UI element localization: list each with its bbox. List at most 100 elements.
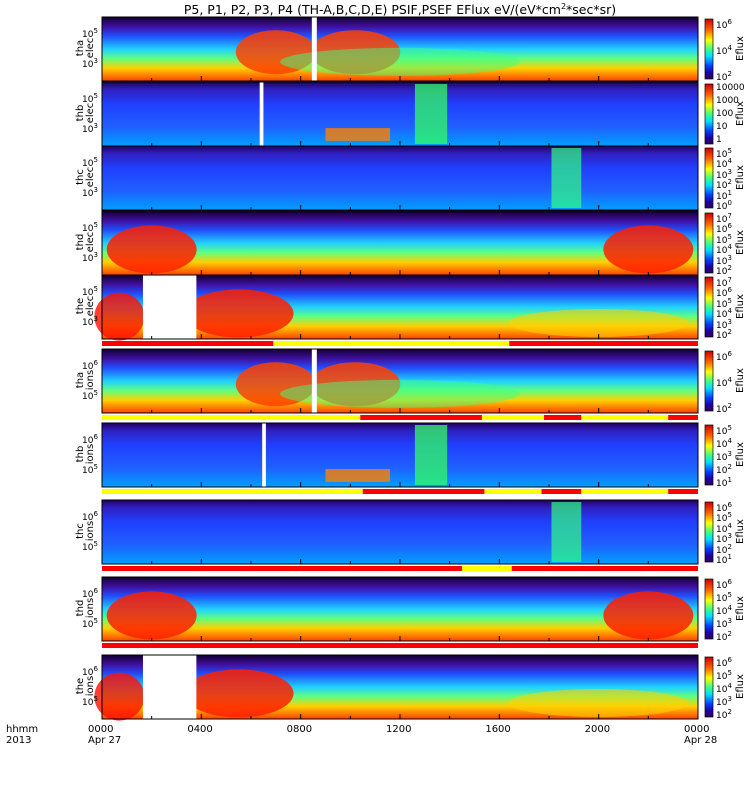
colorbar-tick-label: 104 [716,604,732,617]
panel-image [102,146,698,210]
colorbar-tick-label: 102 [716,630,732,643]
y-tick-label: 105 [82,389,98,402]
colorbar-tick-label: 105 [716,424,732,437]
colorbar-tick-label: 106 [716,656,732,669]
mode-bar-segment [668,489,698,494]
flux-feature [106,225,197,274]
colorbar-tick-label: 103 [716,317,732,331]
colorbar-tick-label: 100 [716,109,734,119]
flux-feature [280,47,520,76]
colorbar [704,83,714,145]
x-axis-caption: hhmm [6,724,39,735]
colorbar-tick-label: 103 [716,450,732,463]
y-tick-label: 103 [82,251,98,264]
colorbar [704,147,714,209]
panel-tha-ions [101,348,714,420]
colorbar-tick-label: 104 [716,243,732,257]
y-tick-label: 103 [82,57,98,70]
mode-bar-segment [509,341,698,346]
data-gap [262,423,266,487]
colorbar-tick-label: 106 [716,222,732,236]
colorbar-tick-label: 105 [716,147,732,160]
colorbar-tick-label: 104 [716,437,732,450]
panel-thd-elec [101,210,714,276]
colorbar [704,424,714,486]
data-gap [311,349,317,413]
mode-bar-segment [102,643,698,648]
colorbar-tick-label: 104 [716,44,732,57]
colorbar [704,18,714,80]
colorbar-label: Eflux [734,596,746,621]
flux-feature [183,289,294,338]
colorbar-label: Eflux [734,442,746,467]
colorbar-tick-label: 102 [716,264,732,277]
y-tick-label: 105 [82,285,98,298]
colorbar-tick-label: 106 [716,350,732,363]
x-tick-label: 0400 [187,724,213,735]
colorbar-tick-label: 107 [716,276,732,289]
panel-image [102,577,698,641]
mode-bar-segment [581,489,669,494]
colorbar-tick-label: 107 [716,212,732,225]
colorbar-tick-label: 105 [716,232,732,246]
burst-region [551,148,582,208]
colorbar [704,276,714,338]
colorbar-tick-label: 102 [716,70,732,83]
x-tick-label: 0800 [286,724,313,735]
colorbar-tick-label: 1 [716,135,722,145]
y-tick-label: 105 [82,695,98,708]
flux-feature [325,128,391,141]
mode-bar-segment [484,489,542,494]
y-tick-label: 105 [82,463,98,476]
colorbar-tick-label: 10000 [716,83,745,93]
data-gap [259,82,264,146]
mode-bar-segment [581,415,669,420]
colorbar-tick-label: 105 [716,296,732,310]
mode-bar-segment [360,415,482,420]
y-tick-label: 105 [82,92,98,105]
mode-bar-segment [102,415,361,420]
colorbar-label: Eflux [734,165,746,190]
y-tick-label: 106 [82,587,98,600]
panel-thb-ions [101,422,714,494]
data-gap [142,275,197,339]
colorbar-tick-label: 104 [716,307,732,321]
colorbar-tick-label: 106 [716,501,732,514]
x-tick-label: 1600 [485,724,511,735]
mode-bar-segment [102,341,274,346]
colorbar-tick-label: 103 [716,617,732,630]
flux-feature [325,469,391,482]
colorbar-tick-label: 1000 [716,96,739,106]
flux-feature [183,669,294,718]
colorbar [704,501,714,563]
colorbar-tick-label: 104 [716,157,732,171]
y-tick-label: 105 [82,617,98,630]
colorbar-tick-label: 102 [716,402,732,415]
flux-feature [508,309,689,337]
y-tick-label: 105 [82,221,98,234]
data-gap [142,655,197,719]
colorbar-label: Eflux [734,230,746,255]
colorbar [704,212,714,274]
colorbar-tick-label: 104 [716,682,732,695]
burst-region [551,502,582,562]
mode-bar-segment [102,489,363,494]
colorbar-tick-label: 104 [716,521,732,535]
panel-the-ions [94,654,714,721]
y-tick-label: 106 [82,359,98,372]
panel-image [102,211,698,275]
flux-feature [94,292,145,341]
flux-feature [94,672,145,721]
mode-bar-segment [668,415,698,420]
colorbar-label: Eflux [734,101,746,126]
colorbar-tick-label: 10 [716,122,728,132]
panel-thc-elec [101,145,714,211]
mode-bar-segment [511,566,698,571]
colorbar-tick-label: 103 [716,167,732,181]
panel-the-elec [94,274,714,346]
y-tick-label: 103 [82,122,98,135]
mode-bar-segment [541,489,582,494]
colorbar [704,578,714,640]
x-tick-label: 0000 [88,724,114,735]
